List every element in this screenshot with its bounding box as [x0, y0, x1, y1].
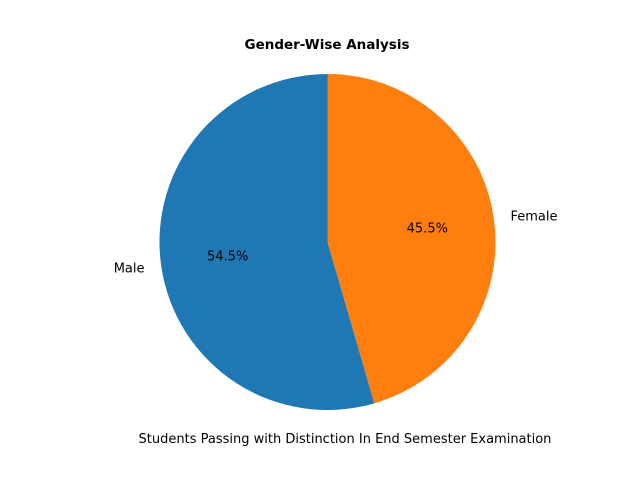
chart-title: Gender-Wise Analysis [244, 37, 409, 53]
slice-percent-female: 45.5% [407, 221, 448, 236]
slice-label-male: Male [114, 262, 145, 277]
pie-labels: Male 54.5% Female 45.5% [114, 210, 558, 277]
pie-slice-female [327, 74, 496, 404]
slice-label-female: Female [511, 210, 558, 225]
pie-slices [159, 74, 496, 410]
pie-slice-male [159, 74, 375, 410]
chart-xlabel: Students Passing with Distinction In End… [139, 432, 552, 447]
slice-percent-male: 54.5% [207, 250, 248, 265]
